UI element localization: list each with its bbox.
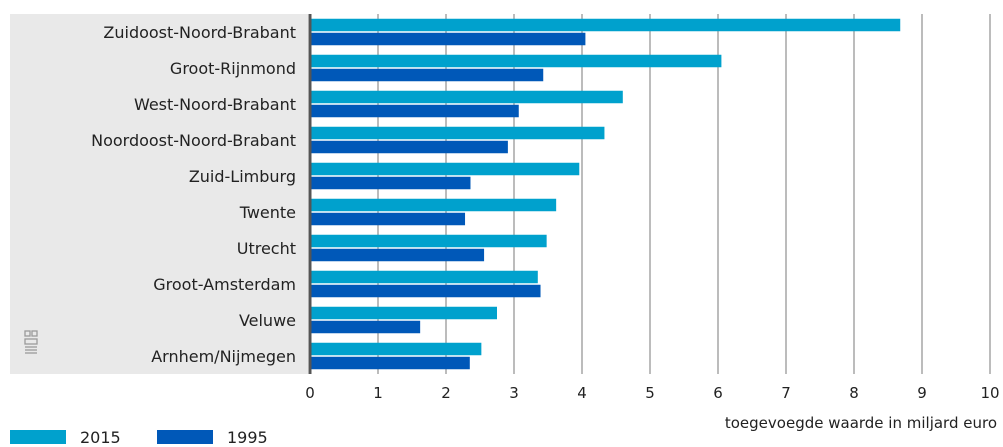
bar-1995 [310, 140, 508, 154]
bar-2015 [310, 306, 497, 320]
bar-2015 [310, 234, 547, 248]
x-tick-label: 3 [509, 384, 519, 402]
x-tick-label: 8 [849, 384, 859, 402]
bar-1995 [310, 68, 544, 82]
legend-item-2015: 2015 [10, 427, 121, 447]
bar-1995 [310, 104, 519, 118]
x-tick-label: 0 [305, 384, 315, 402]
legend-label-1995: 1995 [227, 427, 268, 447]
bar-1995 [310, 32, 586, 46]
bar-1995 [310, 356, 470, 370]
category-label: Groot-Amsterdam [153, 275, 296, 294]
x-tick-label: 2 [441, 384, 451, 402]
bar-2015 [310, 162, 580, 176]
category-label: Arnhem/Nijmegen [151, 347, 296, 366]
x-tick-label: 1 [373, 384, 383, 402]
x-tick-label: 9 [917, 384, 927, 402]
bar-2015 [310, 90, 623, 104]
bar-1995 [310, 284, 541, 298]
x-tick-label: 6 [713, 384, 723, 402]
bar-2015 [310, 18, 901, 32]
category-label: Twente [239, 203, 296, 222]
bar-2015 [310, 270, 538, 284]
category-label-panel [10, 14, 308, 374]
x-tick-label: 4 [577, 384, 587, 402]
x-axis-label: toegevoegde waarde in miljard euro [724, 414, 997, 432]
bar-1995 [310, 176, 471, 190]
cbs-logo-icon [24, 330, 38, 354]
category-label: Zuidoost-Noord-Brabant [103, 23, 296, 42]
legend-swatch-1995 [157, 430, 213, 444]
category-label: Utrecht [237, 239, 296, 258]
bar-2015 [310, 198, 557, 212]
bar-2015 [310, 54, 722, 68]
bar-2015 [310, 342, 482, 356]
bar-1995 [310, 248, 485, 262]
x-tick-label: 5 [645, 384, 655, 402]
category-label: West-Noord-Brabant [134, 95, 296, 114]
category-label: Veluwe [239, 311, 296, 330]
category-label: Zuid-Limburg [189, 167, 296, 186]
x-tick-label: 7 [781, 384, 791, 402]
legend-label-2015: 2015 [80, 427, 121, 447]
bar-1995 [310, 320, 421, 334]
bar-2015 [310, 126, 605, 140]
category-label: Groot-Rijnmond [170, 59, 296, 78]
x-tick-label: 10 [980, 384, 999, 402]
category-label: Noordoost-Noord-Brabant [91, 131, 296, 150]
bar-1995 [310, 212, 466, 226]
legend-swatch-2015 [10, 430, 66, 444]
legend-item-1995: 1995 [157, 427, 268, 447]
